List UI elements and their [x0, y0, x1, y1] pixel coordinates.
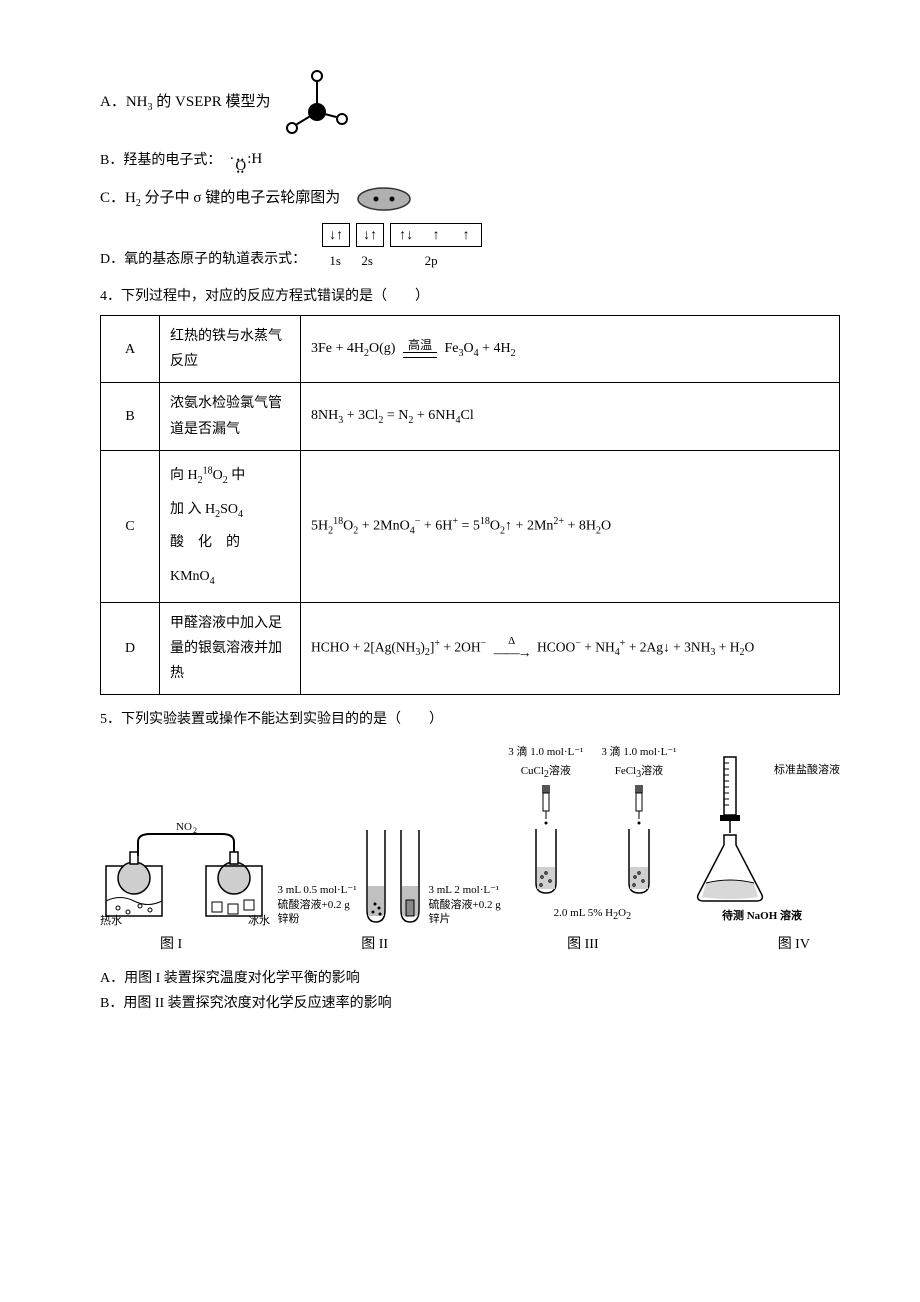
svg-text:NO: NO — [176, 821, 192, 833]
svg-text:2: 2 — [193, 826, 197, 835]
q3-option-a: A．NH3 的 VSEPR 模型为 — [100, 68, 840, 138]
table-row: A 红热的铁与水蒸气反应 3Fe + 4H2O(g) 高温 Fe3O4 + 4H… — [101, 316, 840, 383]
row-a-desc: 红热的铁与水蒸气反应 — [160, 316, 301, 383]
row-c-letter: C — [101, 450, 160, 602]
orb-2p: ↑↓↑↑ — [390, 223, 482, 247]
figure-3: 3 滴 1.0 mol·L⁻¹ CuCl2溶液 — [508, 743, 676, 927]
cap-4: 图 IV — [778, 932, 810, 957]
table-row: B 浓氨水检验氯气管道是否漏气 8NH3 + 3Cl2 = N2 + 6NH4C… — [101, 383, 840, 450]
orb-2s: ↓↑ — [356, 223, 384, 247]
row-d-letter: D — [101, 602, 160, 695]
sigma-cloud-icon — [352, 183, 416, 215]
orbital-diagram: ↓↑ ↓↑ ↑↓↑↑ 1s 2s 2p — [322, 223, 482, 272]
q3-option-c: C．H2 分子中 σ 键的电子云轮廓图为 — [100, 183, 840, 215]
q3-option-b: B．羟基的电子式： ·••O••:H — [100, 146, 840, 175]
figure-1: NO2 热水 冰水 — [100, 806, 270, 926]
figure-2: 3 mL 0.5 mol·L⁻¹ 硫酸溶液+0.2 g 锌粉 3 mL 2 m — [278, 826, 501, 926]
row-b-desc: 浓氨水检验氯气管道是否漏气 — [160, 383, 301, 450]
q4-stem: 4．下列过程中，对应的反应方程式错误的是（ ） — [100, 284, 840, 309]
q5-stem: 5．下列实验装置或操作不能达到实验目的的是（ ） — [100, 707, 840, 732]
figure-4: 标准盐酸溶液 待测 NaOH 溶液 — [684, 755, 840, 927]
opt-d-label: D．氧的基态原子的轨道表示式： — [100, 247, 306, 272]
cap-2: 图 II — [361, 932, 388, 957]
hot-water-label: 热水 — [100, 914, 122, 926]
row-d-desc: 甲醛溶液中加入足量的银氨溶液并加热 — [160, 602, 301, 695]
row-c-eq: 5H218O2 + 2MnO4− + 6H+ = 518O2↑ + 2Mn2+ … — [301, 450, 840, 602]
q5-figures: NO2 热水 冰水 3 mL 0.5 mol·L⁻¹ 硫酸溶液+0.2 g — [100, 743, 840, 927]
cap-1: 图 I — [160, 932, 182, 957]
figure-captions: 图 I 图 II 图 III 图 IV — [100, 932, 840, 957]
lab-2s: 2s — [354, 249, 380, 272]
opt-a-label: A．NH3 的 VSEPR 模型为 — [100, 89, 270, 117]
lab-2p: 2p — [386, 249, 476, 272]
vsepr-model-icon — [282, 68, 352, 138]
row-c-desc: 向 H218O2 中 加 入 H2SO4 酸 化 的 KMnO4 — [160, 450, 301, 602]
row-b-eq: 8NH3 + 3Cl2 = N2 + 6NH4Cl — [301, 383, 840, 450]
table-row: C 向 H218O2 中 加 入 H2SO4 酸 化 的 KMnO4 5H218… — [101, 450, 840, 602]
svg-text:冰水: 冰水 — [248, 914, 270, 926]
opt-b-label: B．羟基的电子式： — [100, 148, 221, 173]
q4-table: A 红热的铁与水蒸气反应 3Fe + 4H2O(g) 高温 Fe3O4 + 4H… — [100, 315, 840, 695]
hydroxyl-electron-formula: ·••O••:H — [229, 146, 262, 175]
q5-option-b: B．用图 II 装置探究浓度对化学反应速率的影响 — [100, 991, 840, 1016]
q3-option-d: D．氧的基态原子的轨道表示式： ↓↑ ↓↑ ↑↓↑↑ 1s 2s 2p — [100, 223, 840, 272]
q5-option-a: A．用图 I 装置探究温度对化学平衡的影响 — [100, 966, 840, 991]
lab-1s: 1s — [322, 249, 348, 272]
table-row: D 甲醛溶液中加入足量的银氨溶液并加热 HCHO + 2[Ag(NH3)2]+ … — [101, 602, 840, 695]
orb-1s: ↓↑ — [322, 223, 350, 247]
row-a-letter: A — [101, 316, 160, 383]
opt-c-label: C．H2 分子中 σ 键的电子云轮廓图为 — [100, 185, 340, 213]
row-b-letter: B — [101, 383, 160, 450]
row-d-eq: HCHO + 2[Ag(NH3)2]+ + 2OH− Δ——→ HCOO− + … — [301, 602, 840, 695]
row-a-eq: 3Fe + 4H2O(g) 高温 Fe3O4 + 4H2 — [301, 316, 840, 383]
cap-3: 图 III — [567, 932, 599, 957]
